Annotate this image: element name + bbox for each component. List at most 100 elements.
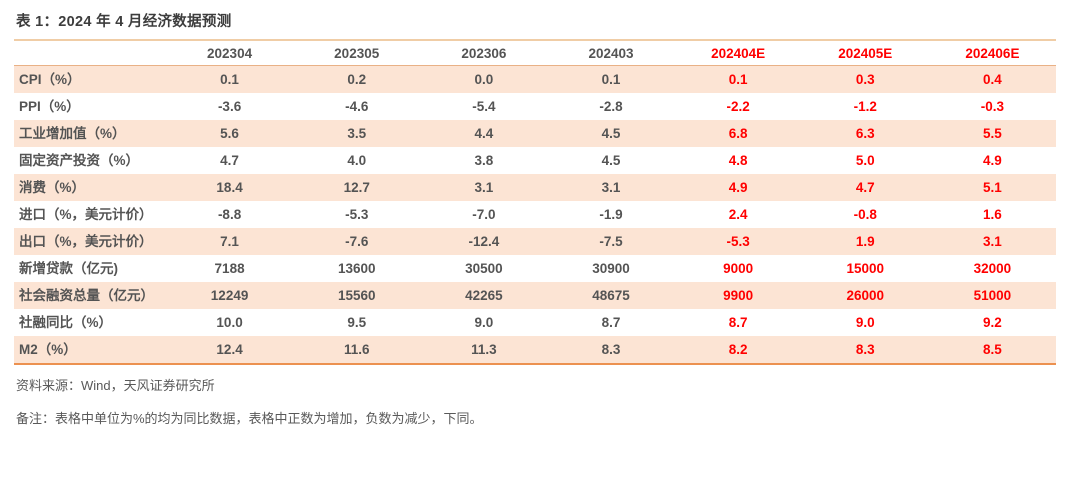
cell-value: 8.5: [983, 342, 1002, 357]
cell-value: 13600: [337, 261, 376, 276]
cell-value: 9.0: [855, 315, 875, 330]
cell-value: 3.8: [474, 153, 494, 168]
table-row: PPI（%） -3.6 -4.6 -5.4 -2.8 -2.2 -1.2 -0.3: [14, 93, 1056, 120]
cell-value: 42265: [465, 288, 503, 303]
cell-value: 3.1: [601, 180, 621, 195]
cell-value: -1.2: [853, 99, 877, 114]
column-header-202405E: 202405E: [801, 40, 929, 66]
table-row: 工业增加值（%） 5.6 3.5 4.4 4.5 6.8 6.3 5.5: [14, 120, 1056, 147]
cell-value: -4.6: [345, 99, 369, 114]
table-row: 出口（%，美元计价） 7.1 -7.6 -12.4 -7.5 -5.3 1.9 3.1: [14, 228, 1056, 255]
cell-value: 8.7: [728, 315, 748, 330]
cell-value: 11.6: [343, 342, 370, 357]
cell-value: 5.5: [983, 126, 1002, 141]
cell-value: 4.4: [474, 126, 494, 141]
cell-value: 3.1: [474, 180, 494, 195]
cell-value: -12.4: [468, 234, 500, 249]
cell-value: 15560: [337, 288, 376, 303]
column-header-202305: 202305: [293, 40, 421, 66]
table-row: M2（%） 12.4 11.6 11.3 8.3 8.2 8.3 8.5: [14, 336, 1056, 364]
cell-value: 4.9: [983, 153, 1002, 168]
cell-value: 6.8: [728, 126, 748, 141]
cell-value: -8.8: [217, 207, 242, 222]
table-row: 消费（%） 18.4 12.7 3.1 3.1 4.9 4.7 5.1: [14, 174, 1056, 201]
row-label: M2（%）: [19, 342, 77, 357]
cell-value: -5.3: [726, 234, 750, 249]
cell-value: 3.5: [347, 126, 367, 141]
cell-value: 5.0: [855, 153, 875, 168]
table-row: 进口（%，美元计价） -8.8 -5.3 -7.0 -1.9 2.4 -0.8 1.6: [14, 201, 1056, 228]
cell-value: -5.4: [472, 99, 496, 114]
cell-value: 9900: [723, 288, 754, 303]
cell-value: -7.6: [345, 234, 369, 249]
cell-value: 0.2: [347, 72, 367, 87]
cell-value: 48675: [592, 288, 630, 303]
row-label: 新增贷款（亿元): [19, 261, 118, 276]
cell-value: -0.3: [980, 99, 1005, 114]
cell-value: -3.6: [217, 99, 242, 114]
cell-value: -0.8: [853, 207, 877, 222]
cell-value: 26000: [846, 288, 885, 303]
cell-value: 3.1: [983, 234, 1002, 249]
cell-value: -5.3: [345, 207, 369, 222]
table-row: CPI（%） 0.1 0.2 0.0 0.1 0.1 0.3 0.4: [14, 65, 1056, 93]
cell-value: 2.4: [728, 207, 748, 222]
cell-value: 8.3: [601, 342, 621, 357]
cell-value: 9.0: [474, 315, 494, 330]
table-note-text: 备注：表格中单位为%的均为同比数据，表格中正数为增加，负数为减少，下同。: [16, 411, 483, 426]
cell-value: 4.7: [855, 180, 875, 195]
row-label-header: [14, 40, 166, 66]
table-row: 固定资产投资（%） 4.7 4.0 3.8 4.5 4.8 5.0 4.9: [14, 147, 1056, 174]
cell-value: 9000: [723, 261, 754, 276]
cell-value: 12.4: [216, 342, 243, 357]
cell-value: 4.8: [728, 153, 748, 168]
cell-value: 7188: [214, 261, 245, 276]
cell-value: 0.0: [474, 72, 494, 87]
cell-value: 30500: [465, 261, 503, 276]
cell-value: 11.3: [471, 342, 497, 357]
row-label: 社会融资总量（亿元）: [19, 288, 154, 303]
cell-value: 30900: [592, 261, 630, 276]
column-header-202403: 202403: [547, 40, 675, 66]
column-header-202406E: 202406E: [928, 40, 1056, 66]
table-row: 新增贷款（亿元) 7188 13600 30500 30900 9000 15000 3200…: [14, 255, 1056, 282]
cell-value: 8.2: [728, 342, 748, 357]
cell-value: -7.0: [472, 207, 496, 222]
cell-value: 5.6: [220, 126, 239, 141]
table-row: 社融同比（%） 10.0 9.5 9.0 8.7 8.7 9.0 9.2: [14, 309, 1056, 336]
table-title: 表 1：2024 年 4 月经济数据预测: [16, 14, 232, 30]
data-source-text: 资料来源：Wind，天风证券研究所: [16, 378, 215, 393]
cell-value: 4.9: [728, 180, 748, 195]
column-header-202404E: 202404E: [674, 40, 802, 66]
row-label: 消费（%）: [19, 180, 86, 195]
cell-value: 0.1: [728, 72, 748, 87]
cell-value: -2.8: [599, 99, 623, 114]
cell-value: 15000: [846, 261, 885, 276]
row-label: 出口（%，美元计价）: [19, 234, 153, 249]
row-label: 固定资产投资（%）: [19, 153, 140, 168]
cell-value: 0.4: [983, 72, 1002, 87]
cell-value: 0.1: [601, 72, 621, 87]
cell-value: 9.2: [983, 315, 1002, 330]
table-header-row: 202304 202305 202306 202403 202404E 202405E 20…: [14, 40, 1056, 66]
cell-value: 0.3: [855, 72, 875, 87]
table-head: 202304 202305 202306 202403 202404E 202405E 20…: [14, 40, 1056, 66]
cell-value: 4.7: [220, 153, 239, 168]
report-table-page: 表 1：2024 年 4 月经济数据预测 202304 202305 202306 2…: [14, 14, 1056, 426]
row-label: PPI（%）: [19, 99, 80, 114]
cell-value: 12.7: [343, 180, 370, 195]
cell-value: -1.9: [599, 207, 623, 222]
cell-value: 4.5: [601, 153, 621, 168]
cell-value: 10.0: [216, 315, 243, 330]
cell-value: 4.5: [601, 126, 621, 141]
cell-value: -2.2: [726, 99, 750, 114]
cell-value: 51000: [973, 288, 1012, 303]
cell-value: 32000: [973, 261, 1012, 276]
row-label: CPI（%）: [19, 72, 81, 87]
cell-value: 12249: [210, 288, 249, 303]
cell-value: 0.1: [220, 72, 239, 87]
cell-value: 9.5: [347, 315, 367, 330]
cell-value: -7.5: [599, 234, 623, 249]
row-label: 社融同比（%）: [19, 315, 113, 330]
column-header-202304: 202304: [166, 40, 294, 66]
